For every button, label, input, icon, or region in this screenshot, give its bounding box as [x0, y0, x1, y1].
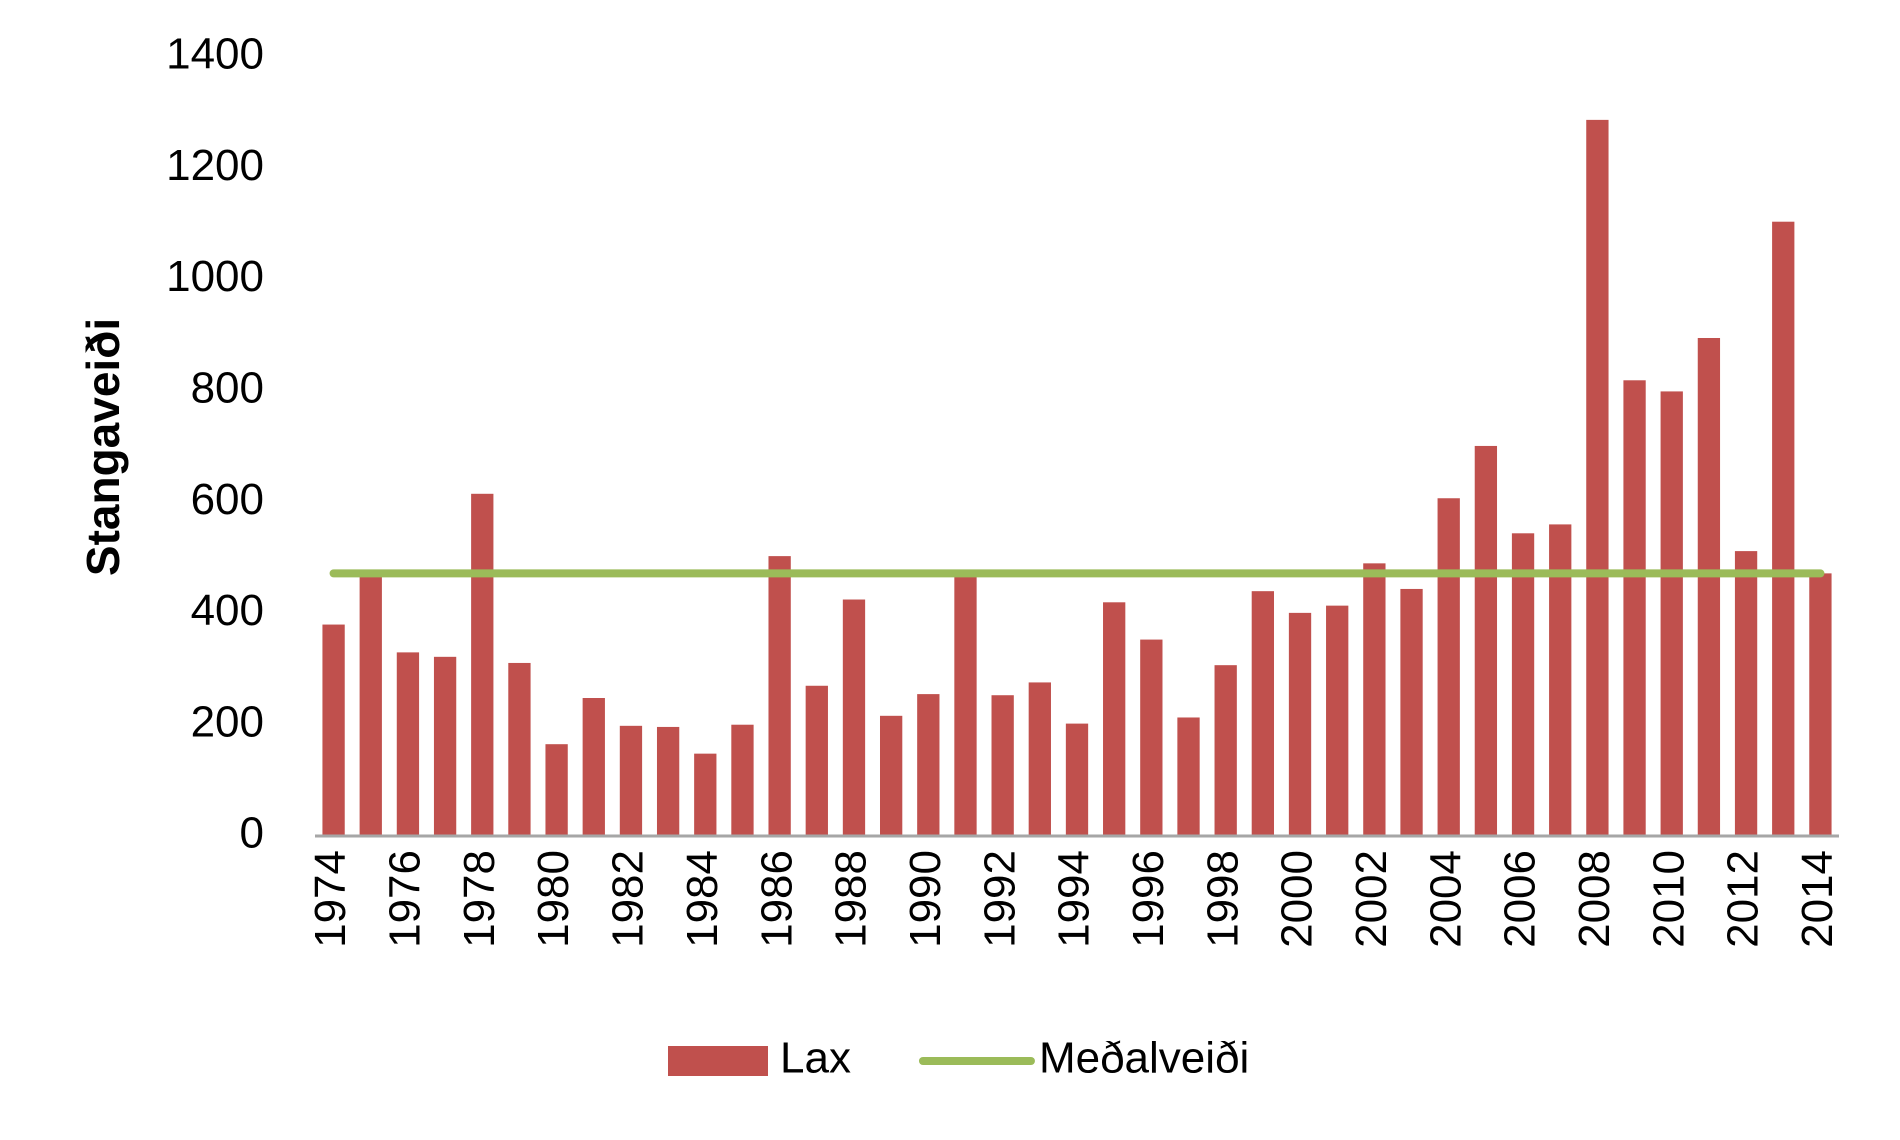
y-tick-label: 1200: [166, 141, 264, 190]
bar: [1400, 588, 1423, 836]
x-tick-label: 1978: [455, 850, 504, 948]
bar: [1772, 221, 1795, 836]
bar: [1251, 591, 1275, 836]
x-tick-label: 1980: [529, 850, 578, 948]
bar: [991, 695, 1014, 836]
bar: [619, 725, 643, 836]
y-tick-label: 0: [240, 809, 264, 858]
bar: [396, 652, 420, 836]
bar: [1103, 602, 1126, 836]
bar: [1326, 605, 1349, 836]
bar: [1214, 665, 1237, 836]
bar: [879, 715, 903, 836]
x-tick-label: 2002: [1347, 850, 1396, 948]
bar: [1363, 563, 1386, 836]
x-tick-label: 1992: [975, 850, 1024, 948]
x-tick-label: 1986: [752, 850, 801, 948]
x-tick-label: 1988: [827, 850, 876, 948]
x-tick-label: 1990: [901, 850, 950, 948]
x-tick-label: 1994: [1050, 850, 1099, 948]
y-tick-label: 200: [191, 697, 264, 746]
bar: [582, 698, 605, 836]
bar: [1586, 119, 1609, 837]
bar: [768, 556, 791, 836]
x-tick-label: 1982: [604, 850, 653, 948]
bar: [805, 685, 828, 836]
bar: [1474, 445, 1498, 836]
bar: [1809, 573, 1832, 836]
bar: [731, 724, 754, 836]
x-tick-label: 2004: [1421, 850, 1470, 948]
bar: [954, 570, 977, 836]
bar: [1660, 391, 1683, 836]
y-axis-title: Stangaveiði: [77, 318, 129, 576]
bar: [694, 753, 717, 836]
x-tick-label: 2006: [1496, 850, 1545, 948]
bar: [1549, 524, 1572, 836]
legend-label: Lax: [780, 1034, 851, 1083]
x-tick-label: 2008: [1570, 850, 1619, 948]
legend-swatch: [668, 1046, 768, 1076]
bar: [508, 662, 531, 836]
y-tick-label: 600: [191, 475, 264, 524]
y-tick-label: 400: [191, 586, 264, 635]
y-tick-label: 1400: [166, 30, 264, 79]
bar: [322, 624, 345, 836]
bar: [1177, 717, 1200, 836]
bar: [1623, 380, 1646, 836]
x-tick-label: 1998: [1198, 850, 1247, 948]
bar: [471, 493, 494, 836]
bar: [545, 744, 568, 836]
bar: [1288, 612, 1312, 836]
legend-label: Meðalveiði: [1039, 1034, 1249, 1083]
x-tick-label: 2010: [1644, 850, 1693, 948]
bar: [1511, 533, 1535, 836]
bar: [842, 599, 866, 836]
bar: [656, 726, 680, 836]
x-tick-label: 1976: [381, 850, 430, 948]
x-tick-label: 1996: [1124, 850, 1173, 948]
bar: [359, 574, 382, 836]
bar: [1140, 639, 1163, 836]
bar: [1734, 551, 1758, 836]
bar: [917, 694, 940, 836]
y-tick-label: 1000: [166, 252, 264, 301]
x-tick-label: 1984: [678, 850, 727, 948]
x-tick-label: 2012: [1719, 850, 1768, 948]
bar: [433, 656, 457, 836]
bar: [1437, 498, 1460, 836]
x-tick-label: 2014: [1793, 850, 1842, 948]
bar: [1065, 723, 1089, 836]
x-tick-label: 1974: [306, 850, 355, 948]
y-tick-label: 800: [191, 363, 264, 412]
bar: [1697, 337, 1721, 836]
x-tick-label: 2000: [1273, 850, 1322, 948]
bar: [1028, 682, 1051, 836]
